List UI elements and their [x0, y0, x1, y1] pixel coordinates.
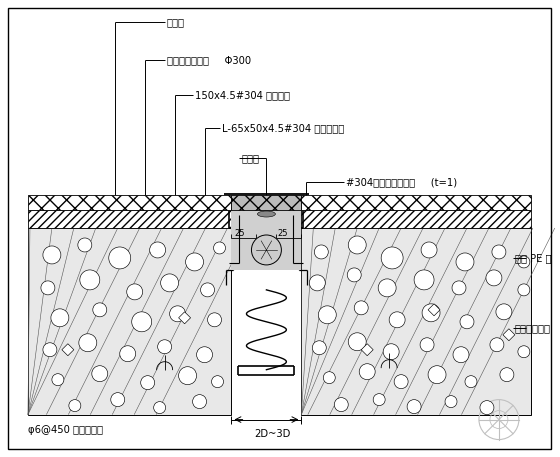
Circle shape — [518, 346, 530, 358]
Polygon shape — [503, 329, 515, 341]
Text: 板缝处: 板缝处 — [241, 153, 259, 163]
Circle shape — [428, 366, 446, 384]
Polygon shape — [428, 304, 440, 316]
Bar — [231, 195, 301, 270]
Circle shape — [496, 304, 512, 320]
Bar — [28, 195, 231, 210]
Circle shape — [251, 235, 281, 265]
Circle shape — [318, 306, 336, 324]
Bar — [301, 195, 531, 210]
Text: 不锈钢杆大螺垄     Φ300: 不锈钢杆大螺垄 Φ300 — [167, 55, 251, 65]
Circle shape — [394, 375, 408, 388]
Circle shape — [420, 338, 434, 352]
Circle shape — [309, 275, 325, 291]
Circle shape — [334, 398, 348, 412]
Circle shape — [158, 340, 171, 354]
Circle shape — [93, 303, 107, 317]
Circle shape — [109, 247, 130, 269]
Circle shape — [132, 312, 152, 332]
Circle shape — [323, 372, 335, 384]
Circle shape — [421, 242, 437, 258]
Circle shape — [389, 312, 405, 328]
Polygon shape — [179, 312, 190, 324]
Circle shape — [212, 376, 223, 388]
Circle shape — [43, 246, 61, 264]
Circle shape — [460, 315, 474, 329]
Circle shape — [445, 396, 457, 408]
Circle shape — [373, 393, 385, 406]
Circle shape — [422, 304, 440, 322]
Circle shape — [52, 374, 64, 386]
Circle shape — [161, 274, 179, 292]
Text: #304匚厂形不锈钢板     (t=1): #304匚厂形不锈钢板 (t=1) — [346, 177, 458, 187]
Circle shape — [348, 333, 366, 351]
Circle shape — [111, 393, 125, 407]
Polygon shape — [361, 344, 373, 356]
Circle shape — [354, 301, 368, 315]
Circle shape — [193, 395, 207, 409]
Circle shape — [518, 256, 530, 268]
Circle shape — [69, 399, 81, 412]
Circle shape — [492, 245, 506, 259]
Circle shape — [407, 399, 421, 414]
Text: 泡沫 PE 棒: 泡沫 PE 棒 — [515, 253, 552, 263]
Text: 25: 25 — [235, 229, 245, 239]
Circle shape — [465, 376, 477, 388]
Text: 2D~3D: 2D~3D — [254, 429, 291, 439]
Bar — [231, 195, 301, 210]
Circle shape — [383, 344, 399, 360]
Circle shape — [79, 334, 97, 352]
Circle shape — [185, 253, 203, 271]
Circle shape — [51, 309, 69, 327]
Circle shape — [381, 247, 403, 269]
Circle shape — [312, 341, 326, 355]
Circle shape — [197, 347, 213, 363]
Circle shape — [153, 402, 166, 414]
Text: L-65x50x4.5#304 不锈钢龙骨: L-65x50x4.5#304 不锈钢龙骨 — [222, 123, 344, 133]
Circle shape — [490, 338, 504, 352]
Circle shape — [208, 313, 222, 327]
Text: 25: 25 — [277, 229, 288, 239]
Bar — [301, 210, 531, 228]
Text: φ6@450 与板面焊接: φ6@450 与板面焊接 — [28, 425, 103, 435]
Circle shape — [452, 281, 466, 295]
Circle shape — [480, 401, 494, 414]
Circle shape — [347, 268, 361, 282]
Circle shape — [414, 270, 434, 290]
Circle shape — [170, 306, 185, 322]
Bar — [28, 228, 231, 414]
Polygon shape — [62, 344, 74, 356]
Circle shape — [41, 281, 55, 295]
Bar — [28, 210, 231, 228]
Circle shape — [456, 253, 474, 271]
Circle shape — [486, 270, 502, 286]
Circle shape — [518, 284, 530, 296]
Circle shape — [348, 236, 366, 254]
Circle shape — [80, 270, 100, 290]
Bar — [301, 228, 531, 414]
Text: 150x4.5#304 不锈钢板: 150x4.5#304 不锈钢板 — [194, 90, 290, 100]
Circle shape — [200, 283, 214, 297]
Circle shape — [213, 242, 226, 254]
Circle shape — [78, 238, 92, 252]
Circle shape — [150, 242, 166, 258]
Circle shape — [500, 368, 514, 382]
Circle shape — [92, 366, 108, 382]
Circle shape — [453, 347, 469, 363]
Circle shape — [378, 279, 396, 297]
Circle shape — [120, 346, 136, 361]
Ellipse shape — [258, 211, 276, 217]
Circle shape — [141, 376, 155, 390]
Circle shape — [127, 284, 143, 300]
Text: 嵌缝沥青填塞: 嵌缝沥青填塞 — [515, 323, 551, 333]
Text: 板缝处: 板缝处 — [167, 17, 185, 27]
Circle shape — [314, 245, 328, 259]
Circle shape — [359, 364, 375, 380]
Circle shape — [43, 343, 57, 357]
Circle shape — [179, 367, 197, 385]
